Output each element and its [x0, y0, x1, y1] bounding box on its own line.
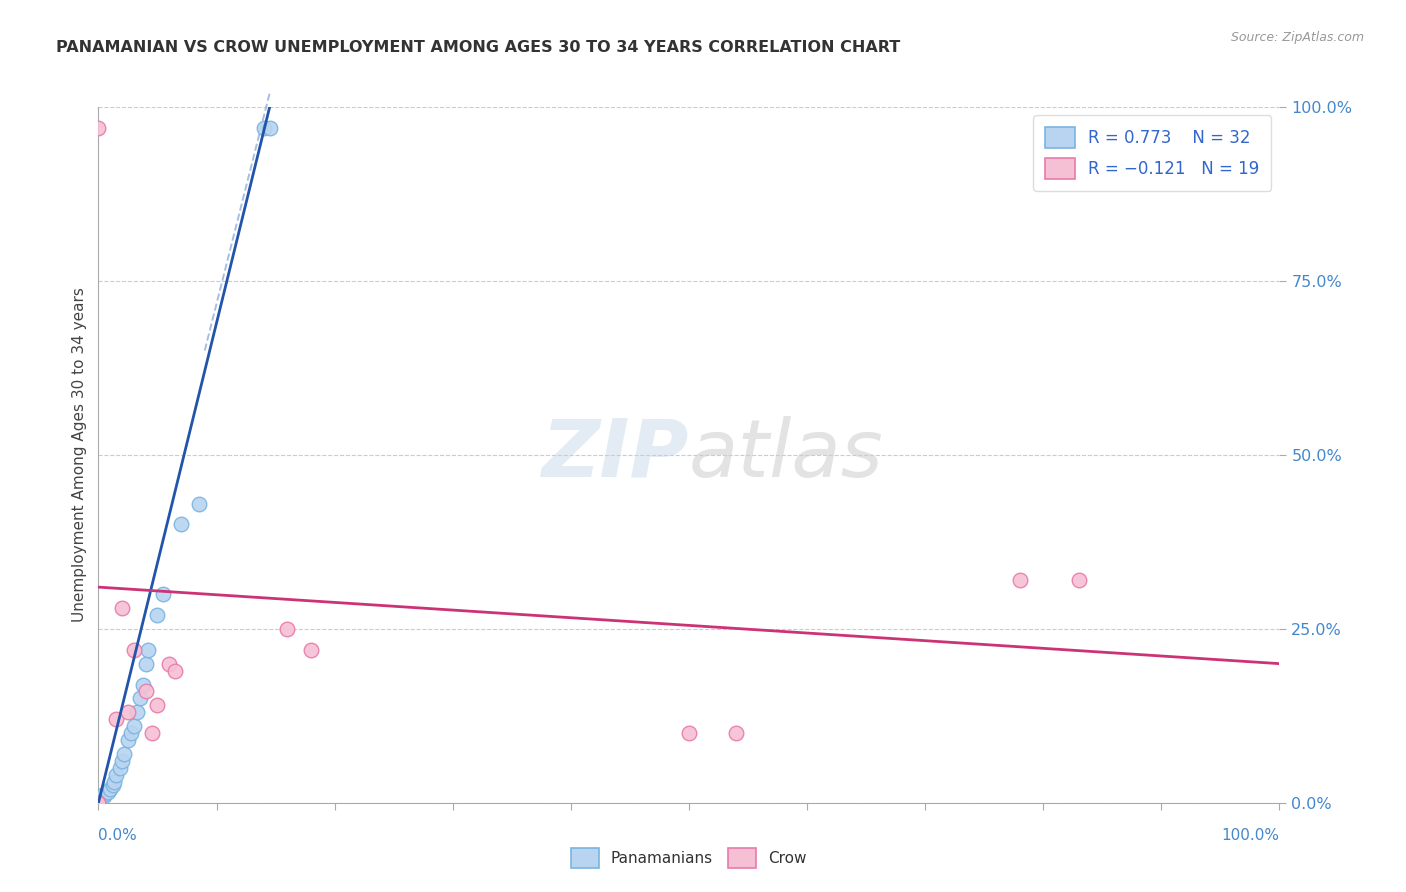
- Point: [132, 677, 155, 691]
- Point: [135, 684, 157, 698]
- Point: [122, 642, 145, 657]
- Point: [101, 778, 124, 792]
- Text: 0.0%: 0.0%: [98, 828, 138, 843]
- Point: [108, 761, 131, 775]
- Point: [122, 719, 145, 733]
- Point: [121, 726, 143, 740]
- Point: [276, 622, 298, 636]
- Point: [253, 120, 276, 135]
- Point: [112, 747, 135, 761]
- Point: [87, 796, 110, 810]
- Point: [87, 794, 110, 808]
- Point: [136, 642, 159, 657]
- Point: [117, 733, 139, 747]
- Point: [187, 497, 209, 511]
- Point: [87, 796, 110, 810]
- Point: [87, 120, 110, 135]
- Point: [87, 796, 110, 810]
- Point: [165, 664, 187, 678]
- Point: [105, 712, 128, 726]
- Point: [170, 517, 193, 532]
- Point: [127, 706, 149, 720]
- Point: [152, 587, 174, 601]
- Text: 100.0%: 100.0%: [1222, 828, 1279, 843]
- Point: [97, 785, 120, 799]
- Point: [111, 601, 134, 615]
- Point: [135, 657, 157, 671]
- Point: [87, 796, 110, 810]
- Point: [103, 775, 125, 789]
- Point: [146, 698, 169, 713]
- Point: [93, 788, 115, 802]
- Point: [1067, 573, 1090, 587]
- Point: [87, 796, 110, 810]
- Point: [299, 642, 322, 657]
- Point: [87, 796, 110, 810]
- Point: [259, 120, 281, 135]
- Point: [141, 726, 163, 740]
- Point: [87, 792, 110, 806]
- Point: [98, 781, 121, 796]
- Point: [87, 796, 110, 810]
- Point: [87, 794, 110, 808]
- Point: [146, 607, 169, 622]
- Text: PANAMANIAN VS CROW UNEMPLOYMENT AMONG AGES 30 TO 34 YEARS CORRELATION CHART: PANAMANIAN VS CROW UNEMPLOYMENT AMONG AG…: [56, 40, 900, 55]
- Point: [93, 789, 115, 803]
- Point: [117, 706, 139, 720]
- Point: [111, 754, 134, 768]
- Legend: Panamanians, Crow: Panamanians, Crow: [564, 840, 814, 875]
- Point: [105, 768, 128, 782]
- Point: [157, 657, 180, 671]
- Point: [87, 796, 110, 810]
- Text: atlas: atlas: [689, 416, 884, 494]
- Point: [678, 726, 700, 740]
- Y-axis label: Unemployment Among Ages 30 to 34 years: Unemployment Among Ages 30 to 34 years: [72, 287, 87, 623]
- Point: [725, 726, 748, 740]
- Point: [128, 691, 150, 706]
- Text: Source: ZipAtlas.com: Source: ZipAtlas.com: [1230, 31, 1364, 45]
- Point: [1008, 573, 1031, 587]
- Text: ZIP: ZIP: [541, 416, 689, 494]
